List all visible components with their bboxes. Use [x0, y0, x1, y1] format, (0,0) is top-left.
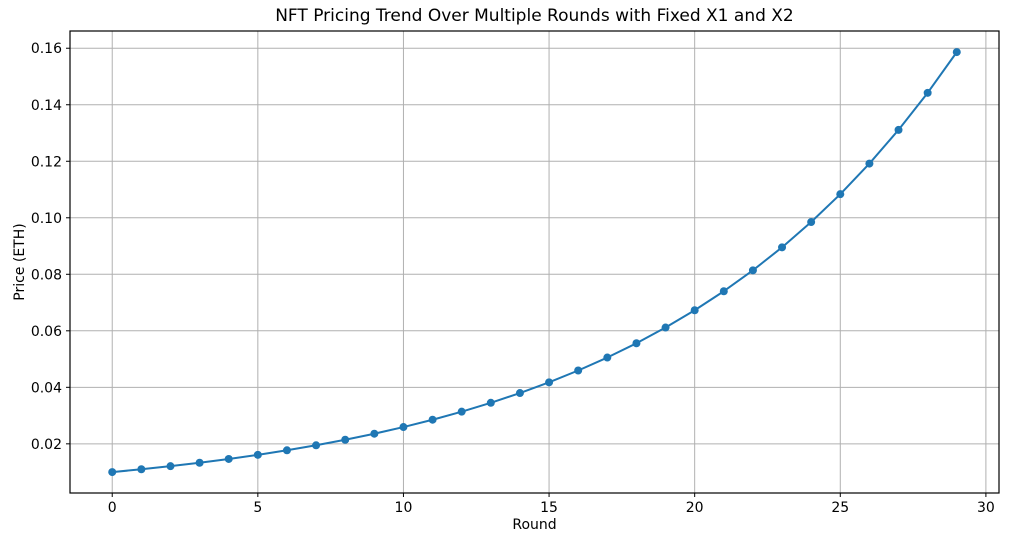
data-point-marker [545, 378, 554, 387]
axes-frame [69, 30, 1000, 494]
chart-title: NFT Pricing Trend Over Multiple Rounds w… [275, 6, 794, 26]
data-point-marker [312, 441, 321, 450]
data-point-marker [574, 366, 583, 375]
data-point-marker [778, 243, 787, 252]
data-point-marker [137, 465, 146, 474]
data-point-marker [253, 450, 262, 459]
data-point-marker [457, 407, 466, 416]
data-point-marker [282, 446, 291, 455]
x-tick-label: 25 [831, 500, 849, 516]
data-point-marker [603, 353, 612, 362]
data-point-marker [719, 287, 728, 296]
data-point-marker [108, 468, 117, 477]
x-tick-label: 15 [540, 500, 558, 516]
x-tick-label: 5 [253, 500, 262, 516]
y-axis-label: Price (ETH) [12, 223, 28, 301]
data-point-marker [370, 429, 379, 438]
data-point-marker [399, 423, 408, 432]
y-tick-label: 0.04 [31, 380, 62, 396]
data-point-marker [690, 306, 699, 315]
y-tick-label: 0.08 [31, 267, 62, 283]
x-tick-label: 30 [977, 500, 995, 516]
data-point-marker [428, 415, 437, 424]
x-tick-label: 0 [108, 500, 117, 516]
data-point-marker [486, 398, 495, 407]
data-point-marker [341, 435, 350, 444]
data-point-marker [894, 125, 903, 134]
y-tick-label: 0.10 [31, 211, 62, 227]
y-tick-label: 0.06 [31, 324, 62, 340]
data-point-marker [166, 462, 175, 471]
data-point-marker [748, 266, 757, 275]
data-point-marker [865, 159, 874, 168]
data-point-marker [836, 190, 845, 199]
data-point-marker [632, 339, 641, 348]
data-point-marker [195, 458, 204, 467]
x-axis-label: Round [512, 517, 557, 533]
data-point-marker [923, 88, 932, 97]
x-tick-label: 10 [395, 500, 413, 516]
data-point-marker [807, 218, 816, 227]
data-point-marker [224, 454, 233, 463]
data-point-marker [952, 48, 961, 57]
y-tick-label: 0.14 [31, 98, 62, 114]
price-line [111, 51, 958, 474]
data-point-marker [661, 323, 670, 332]
x-tick-label: 20 [686, 500, 704, 516]
y-tick-label: 0.16 [31, 41, 62, 57]
y-tick-label: 0.02 [31, 437, 62, 453]
data-point-marker [515, 389, 524, 398]
y-tick-label: 0.12 [31, 154, 62, 170]
